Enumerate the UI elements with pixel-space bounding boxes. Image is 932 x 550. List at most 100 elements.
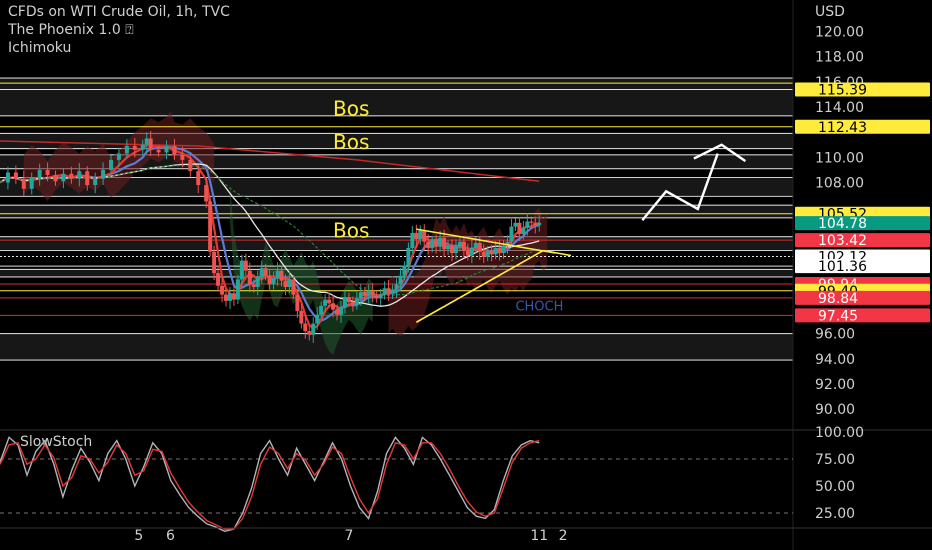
- indicator-phoenix[interactable]: The Phoenix 1.0 ⍰: [8, 22, 134, 38]
- candle-body: [473, 242, 478, 248]
- triangle-apex: [543, 249, 572, 257]
- candle-body: [477, 242, 482, 252]
- candle-body: [196, 171, 201, 186]
- price-tick: 114.00: [815, 100, 864, 116]
- candle-body: [275, 270, 280, 279]
- candle-body: [109, 159, 114, 170]
- candle-body: [358, 292, 363, 299]
- candle-body: [295, 294, 300, 311]
- price-label-bg: [795, 308, 930, 323]
- stoch-d-line: [0, 439, 540, 530]
- time-tick: 6: [166, 528, 175, 544]
- bos-label-0: Bos: [333, 96, 369, 120]
- candle-body: [323, 299, 328, 306]
- currency-label: USD: [815, 4, 845, 20]
- candle-body: [457, 241, 462, 247]
- candle-body: [303, 323, 308, 332]
- projection-arrow: [641, 143, 747, 222]
- candle-body: [13, 172, 18, 179]
- candle-body: [446, 245, 451, 250]
- price-label-bg: [795, 119, 930, 134]
- candle-body: [263, 268, 268, 276]
- price-label: 101.36: [818, 259, 867, 275]
- candle-body: [394, 284, 399, 290]
- candle-body: [144, 138, 149, 145]
- candle-body: [430, 240, 435, 248]
- candle-body: [188, 159, 193, 172]
- candle-body: [374, 295, 379, 299]
- price-tick: 118.00: [815, 50, 864, 66]
- candle-body: [465, 250, 470, 256]
- candle-body: [513, 222, 518, 227]
- chart-title: CFDs on WTI Crude Oil, 1h, TVC: [8, 4, 230, 20]
- bos-label-2: Bos: [333, 218, 369, 242]
- triangle-upper: [416, 228, 556, 254]
- triangle-lower: [415, 249, 544, 323]
- candle-body: [239, 260, 244, 280]
- sr-zone: [0, 333, 793, 361]
- candle-body: [164, 146, 169, 153]
- candle-body: [461, 241, 466, 251]
- candle-body: [251, 284, 256, 288]
- price-label: 98.84: [818, 291, 858, 307]
- candle-body: [132, 146, 137, 150]
- candle-body: [140, 144, 145, 150]
- candle-body: [61, 173, 66, 182]
- price-label: 115.39: [818, 83, 867, 99]
- candle-body: [227, 293, 232, 301]
- price-label: 103.42: [818, 233, 867, 249]
- price-tick: 120.00: [815, 24, 864, 40]
- candle-body: [402, 265, 407, 276]
- arrow-head: [693, 143, 747, 163]
- candle-body: [204, 185, 209, 202]
- candle-body: [342, 297, 347, 308]
- candle-body: [116, 153, 121, 160]
- candle-body: [346, 297, 351, 303]
- candle-body: [287, 279, 292, 288]
- stoch-tick: 25.00: [815, 506, 855, 522]
- candle-body: [382, 288, 387, 295]
- candle-body: [469, 247, 474, 256]
- candle-body: [418, 230, 423, 240]
- candle-body: [85, 171, 90, 186]
- candle-body: [501, 245, 506, 254]
- stoch-k-line: [0, 436, 540, 533]
- candle-body: [386, 288, 391, 294]
- candle-body: [481, 251, 486, 257]
- sr-zone: [0, 205, 793, 218]
- candle-body: [370, 290, 375, 296]
- candle-body: [517, 222, 522, 235]
- arrow-shaft: [641, 153, 719, 222]
- stoch-tick: 100.00: [815, 425, 864, 441]
- price-label: 97.45: [818, 308, 858, 324]
- candle-body: [77, 171, 82, 179]
- price-tick: 94.00: [815, 352, 855, 368]
- candle-body: [362, 292, 367, 296]
- candle-body: [267, 275, 272, 285]
- price-label: 104.78: [818, 216, 867, 232]
- time-tick: 2: [559, 528, 568, 544]
- candle-body: [299, 310, 304, 324]
- candle-body: [93, 178, 98, 186]
- candle-body: [259, 268, 264, 277]
- candle-body: [422, 230, 427, 242]
- candle-body: [5, 172, 10, 183]
- time-tick: 11: [530, 528, 548, 544]
- candle-body: [398, 275, 403, 285]
- price-label-bg: [795, 82, 930, 97]
- cloud-segment: [388, 207, 548, 337]
- candle-body: [525, 221, 530, 228]
- price-label: 112.43: [818, 120, 867, 136]
- candle-body: [414, 232, 419, 240]
- price-label-bg: [795, 259, 930, 274]
- candle-body: [434, 240, 439, 247]
- candle-body: [172, 146, 177, 155]
- candle-body: [216, 273, 221, 286]
- candle-body: [235, 279, 240, 300]
- candle-body: [243, 260, 248, 271]
- candle-body: [497, 247, 502, 254]
- candle-body: [338, 307, 343, 315]
- indicator-ichimoku[interactable]: Ichimoku: [8, 40, 72, 56]
- candle-body: [37, 169, 42, 178]
